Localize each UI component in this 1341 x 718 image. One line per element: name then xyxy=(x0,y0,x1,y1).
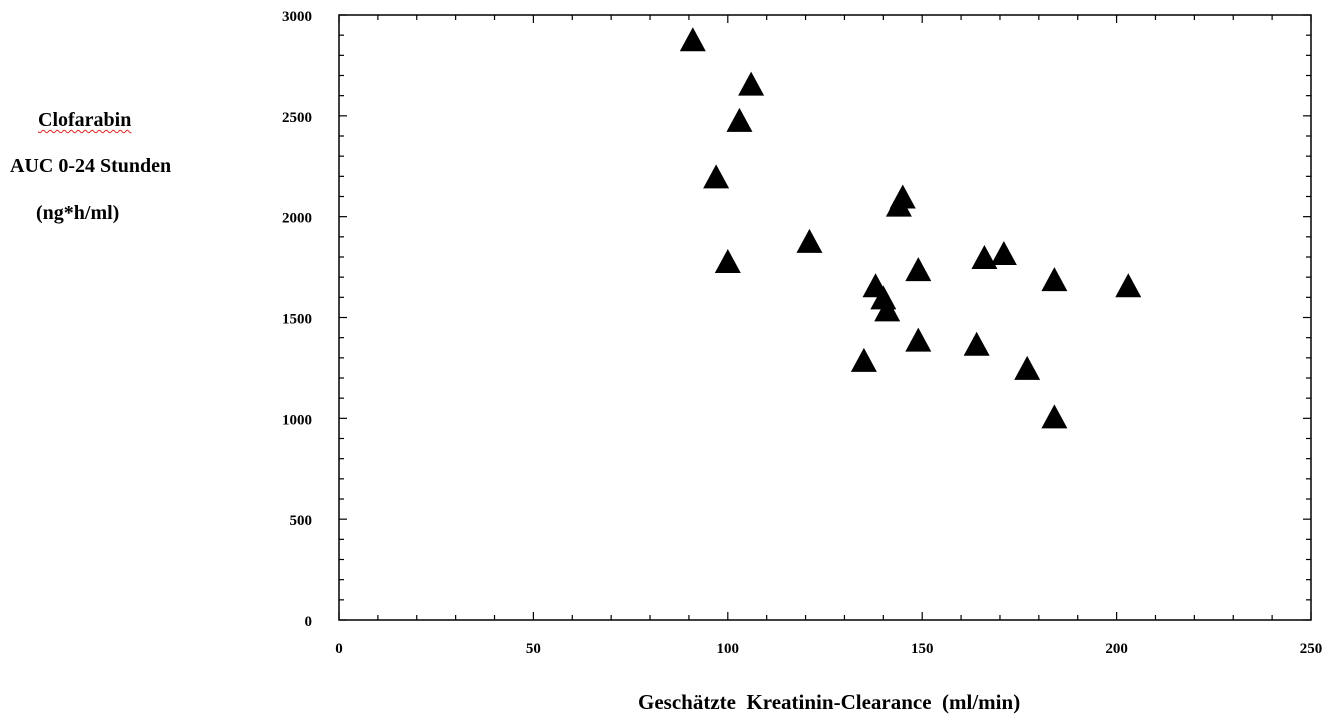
y-tick-label: 3000 xyxy=(282,9,312,25)
x-axis-label: Geschätzte Kreatinin-Clearance (ml/min) xyxy=(638,690,1021,714)
x-tick-label: 150 xyxy=(911,641,934,657)
data-point xyxy=(1014,355,1041,380)
plot-frame xyxy=(338,14,1312,621)
data-point xyxy=(796,228,823,253)
data-point xyxy=(703,164,730,189)
x-tick-label: 0 xyxy=(335,641,343,657)
plot-border xyxy=(338,14,1312,621)
y-tick-label: 500 xyxy=(290,513,313,529)
y-axis-label-line-2: AUC 0-24 Stunden xyxy=(10,155,172,177)
data-point xyxy=(971,245,998,269)
y-axis-ticks: 0 500 1000 1500 2000 2500 3000 xyxy=(282,9,1311,630)
data-point xyxy=(990,240,1017,265)
x-tick-label: 250 xyxy=(1300,641,1323,657)
data-point xyxy=(1115,273,1142,298)
data-point xyxy=(726,107,753,132)
data-point xyxy=(874,297,901,322)
data-point xyxy=(905,327,932,352)
x-tick-label: 50 xyxy=(526,641,541,657)
data-point xyxy=(885,192,912,217)
x-tick-label: 200 xyxy=(1105,641,1128,657)
y-tick-label: 2500 xyxy=(282,110,312,126)
data-points xyxy=(679,27,1142,429)
x-tick-label: 100 xyxy=(717,641,740,657)
y-axis-label-line-1: Clofarabin xyxy=(38,109,132,131)
data-point xyxy=(905,257,932,282)
data-point xyxy=(738,71,765,96)
y-axis-label-line-3: (ng*h/ml) xyxy=(36,202,120,224)
data-point xyxy=(963,331,990,356)
y-tick-label: 1000 xyxy=(282,412,312,428)
y-tick-label: 0 xyxy=(305,614,313,630)
data-point xyxy=(1041,267,1068,292)
data-point xyxy=(1041,404,1068,429)
y-tick-label: 1500 xyxy=(282,312,312,328)
x-axis-ticks: 0 50 100 150 200 250 xyxy=(335,15,1322,657)
data-point xyxy=(679,27,706,52)
data-point xyxy=(850,347,877,372)
data-point xyxy=(714,249,741,274)
y-tick-label: 2000 xyxy=(282,211,312,227)
